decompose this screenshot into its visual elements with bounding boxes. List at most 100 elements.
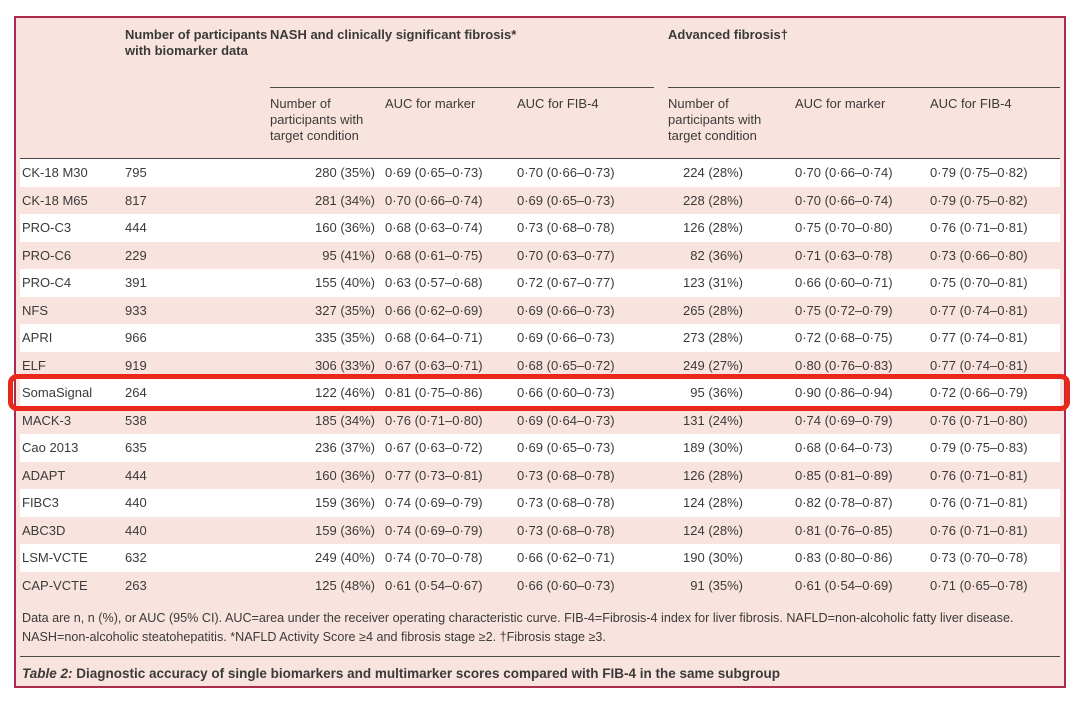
cell-adv-auc-fib4: 0·71 (0·65–0·78) [930,577,1028,593]
table-row: FIBC3 440 159 (36%) 0·74 (0·69–0·79) 0·7… [20,489,1060,517]
sub-header-adv-auc-marker: AUC for marker [795,96,886,111]
table-footnote: Data are n, n (%), or AUC (95% CI). AUC=… [22,611,1014,644]
cell-adv-auc-fib4: 0·76 (0·71–0·81) [930,495,1028,510]
cell-adv-n: 126 (28%) [683,467,743,483]
cell-nash-auc-marker: 0·70 (0·66–0·74) [385,192,483,208]
cell-nash-auc-marker: 0·76 (0·71–0·80) [385,412,483,428]
cell-nash-auc-marker: 0·66 (0·62–0·69) [385,302,483,318]
table-row: CK-18 M30 795 280 (35%) 0·69 (0·65–0·73)… [20,159,1060,187]
cell-nash-auc-fib4: 0·69 (0·66–0·73) [517,330,615,345]
cell-adv-auc-marker: 0·80 (0·76–0·83) [795,357,893,373]
row-label: ADAPT [22,467,66,483]
sub-header-nash-n: Number of participants with target condi… [270,96,364,143]
cell-nash-n: 95 (41%) [322,247,375,263]
cell-adv-auc-fib4: 0·79 (0·75–0·82) [930,165,1028,180]
cell-adv-auc-fib4: 0·76 (0·71–0·80) [930,412,1028,428]
cell-adv-n: 228 (28%) [683,192,743,208]
cell-adv-auc-marker: 0·83 (0·80–0·86) [795,550,893,565]
cell-nash-auc-marker: 0·74 (0·70–0·78) [385,550,483,565]
cell-nash-n: 335 (35%) [315,330,375,345]
cell-adv-n: 126 (28%) [683,220,743,235]
cell-nash-auc-fib4: 0·69 (0·65–0·73) [517,440,615,455]
cell-adv-auc-marker: 0·61 (0·54–0·69) [795,577,893,593]
cell-biomarker-n: 538 [125,412,147,428]
cell-adv-n: 95 (36%) [690,385,743,400]
table-row: LSM-VCTE 632 249 (40%) 0·74 (0·70–0·78) … [20,544,1060,572]
sub-header-adv-auc-fib4: AUC for FIB-4 [930,96,1012,111]
cell-adv-n: 124 (28%) [683,522,743,538]
cell-nash-auc-fib4: 0·70 (0·63–0·77) [517,247,615,263]
cell-nash-auc-marker: 0·74 (0·69–0·79) [385,495,483,510]
cell-biomarker-n: 795 [125,165,147,180]
cell-nash-auc-fib4: 0·68 (0·65–0·72) [517,357,615,373]
cell-biomarker-n: 919 [125,357,147,373]
table-row: CK-18 M65 817 281 (34%) 0·70 (0·66–0·74)… [20,187,1060,215]
cell-nash-n: 280 (35%) [315,165,375,180]
table-row: CAP-VCTE 263 125 (48%) 0·61 (0·54–0·67) … [20,572,1060,600]
cell-adv-auc-fib4: 0·79 (0·75–0·83) [930,440,1028,455]
cell-adv-auc-fib4: 0·76 (0·71–0·81) [930,220,1028,235]
table-caption: Table 2: Diagnostic accuracy of single b… [20,666,1060,681]
cell-adv-auc-fib4: 0·72 (0·66–0·79) [930,385,1028,400]
table-group-header-row: Number of participants with biomarker da… [20,18,1060,88]
table-row: NFS 933 327 (35%) 0·66 (0·62–0·69) 0·69 … [20,297,1060,325]
col-header-biomarker-n: Number of participants with biomarker da… [125,27,268,58]
table-row: MACK-3 538 185 (34%) 0·76 (0·71–0·80) 0·… [20,407,1060,435]
sub-header-spacer-1 [20,88,125,158]
row-label: CK-18 M30 [22,165,88,180]
table-row: Cao 2013 635 236 (37%) 0·67 (0·63–0·72) … [20,434,1060,462]
table-caption-text: Diagnostic accuracy of single biomarkers… [76,666,780,681]
cell-adv-n: 131 (24%) [683,412,743,428]
cell-adv-auc-fib4: 0·79 (0·75–0·82) [930,192,1028,208]
table-row: ABC3D 440 159 (36%) 0·74 (0·69–0·79) 0·7… [20,517,1060,545]
cell-adv-auc-marker: 0·74 (0·69–0·79) [795,412,893,428]
cell-nash-n: 160 (36%) [315,220,375,235]
cell-adv-auc-fib4: 0·77 (0·74–0·81) [930,302,1028,318]
cell-adv-auc-marker: 0·90 (0·86–0·94) [795,385,893,400]
cell-biomarker-n: 264 [125,385,147,400]
cell-adv-auc-fib4: 0·73 (0·66–0·80) [930,247,1028,263]
cell-adv-n: 190 (30%) [683,550,743,565]
cell-nash-n: 155 (40%) [315,275,375,290]
cell-nash-auc-marker: 0·67 (0·63–0·72) [385,440,483,455]
cell-nash-auc-fib4: 0·73 (0·68–0·78) [517,495,615,510]
table-row: APRI 966 335 (35%) 0·68 (0·64–0·71) 0·69… [20,324,1060,352]
row-label: FIBC3 [22,495,59,510]
table-row: PRO-C3 444 160 (36%) 0·68 (0·63–0·74) 0·… [20,214,1060,242]
cell-adv-auc-marker: 0·70 (0·66–0·74) [795,192,893,208]
cell-adv-auc-marker: 0·85 (0·81–0·89) [795,467,893,483]
cell-nash-auc-marker: 0·77 (0·73–0·81) [385,467,483,483]
cell-biomarker-n: 966 [125,330,147,345]
row-label: PRO-C3 [22,220,72,235]
sub-header-adv-n: Number of participants with target condi… [668,96,762,143]
row-label-header-spacer [20,18,125,88]
cell-adv-auc-marker: 0·75 (0·72–0·79) [795,302,893,318]
cell-adv-n: 249 (27%) [683,357,743,373]
cell-adv-auc-fib4: 0·75 (0·70–0·81) [930,275,1028,290]
cell-adv-auc-fib4: 0·77 (0·74–0·81) [930,357,1028,373]
cell-nash-auc-marker: 0·61 (0·54–0·67) [385,577,483,593]
cell-adv-n: 265 (28%) [683,302,743,318]
cell-nash-auc-marker: 0·68 (0·61–0·75) [385,247,483,263]
row-label: MACK-3 [22,412,72,428]
cell-nash-n: 249 (40%) [315,550,375,565]
cell-nash-auc-marker: 0·81 (0·75–0·86) [385,385,483,400]
cell-biomarker-n: 444 [125,467,147,483]
cell-adv-n: 273 (28%) [683,330,743,345]
cell-nash-n: 159 (36%) [315,522,375,538]
cell-adv-auc-fib4: 0·76 (0·71–0·81) [930,467,1028,483]
cell-nash-auc-marker: 0·68 (0·63–0·74) [385,220,483,235]
row-label: SomaSignal [22,385,93,400]
cell-adv-auc-fib4: 0·76 (0·71–0·81) [930,522,1028,538]
table-row: PRO-C6 229 95 (41%) 0·68 (0·61–0·75) 0·7… [20,242,1060,270]
row-label: CAP-VCTE [22,577,88,593]
sub-header-nash-auc-fib4: AUC for FIB-4 [517,96,599,111]
table-sub-header-row: Number of participants with target condi… [20,88,1060,158]
table-row: ADAPT 444 160 (36%) 0·77 (0·73–0·81) 0·7… [20,462,1060,490]
sub-header-nash-auc-marker: AUC for marker [385,96,476,111]
cell-nash-n: 160 (36%) [315,467,375,483]
cell-nash-auc-marker: 0·69 (0·65–0·73) [385,165,483,180]
row-label: NFS [22,302,48,318]
cell-nash-n: 159 (36%) [315,495,375,510]
cell-nash-auc-fib4: 0·72 (0·67–0·77) [517,275,615,290]
